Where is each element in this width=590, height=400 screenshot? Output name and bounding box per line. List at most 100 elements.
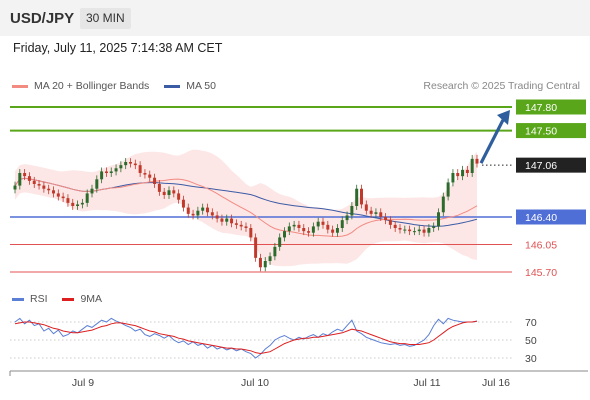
candle bbox=[32, 180, 36, 184]
candle bbox=[302, 228, 306, 232]
level-label-146.05: 146.05 bbox=[525, 240, 557, 252]
candle bbox=[95, 179, 99, 189]
candle bbox=[475, 158, 479, 164]
rsi-line bbox=[14, 317, 478, 359]
candle bbox=[393, 224, 397, 228]
candle bbox=[109, 171, 113, 173]
price-legend: MA 20 + Bollinger Bands MA 50 bbox=[12, 80, 228, 92]
candle bbox=[85, 193, 89, 203]
x-tick-label: Jul 9 bbox=[72, 377, 94, 389]
candle bbox=[148, 174, 152, 178]
candle bbox=[412, 231, 416, 233]
level-box-147.50 bbox=[516, 123, 586, 139]
candle bbox=[287, 226, 291, 232]
candle bbox=[345, 215, 349, 221]
x-tick-label: Jul 16 bbox=[482, 377, 510, 389]
candle bbox=[119, 165, 123, 169]
candle bbox=[215, 215, 219, 219]
symbol-label: USD/JPY bbox=[10, 10, 75, 27]
candle bbox=[364, 204, 368, 211]
candle bbox=[432, 226, 436, 228]
candle bbox=[27, 176, 31, 181]
candle bbox=[80, 202, 84, 205]
ma50-swatch bbox=[164, 84, 181, 88]
candle bbox=[104, 171, 108, 173]
candle bbox=[268, 256, 272, 261]
candle bbox=[234, 223, 238, 225]
candle bbox=[61, 196, 65, 199]
candle bbox=[254, 237, 258, 258]
rsi-swatch bbox=[12, 297, 24, 301]
candle bbox=[451, 173, 455, 183]
candle bbox=[465, 169, 469, 173]
candle bbox=[273, 246, 277, 257]
candle bbox=[258, 257, 262, 268]
legend-item-ma20: MA 20 + Bollinger Bands bbox=[12, 80, 149, 92]
candle bbox=[249, 228, 253, 238]
legend-label-rsi: RSI bbox=[30, 293, 48, 305]
candle bbox=[37, 184, 41, 186]
candle bbox=[138, 165, 142, 173]
candle bbox=[114, 168, 118, 172]
candle bbox=[230, 218, 234, 224]
candle bbox=[196, 210, 200, 216]
candle bbox=[278, 237, 282, 247]
candle bbox=[384, 217, 388, 221]
rsi-tick-30: 30 bbox=[525, 353, 537, 365]
candle bbox=[417, 229, 421, 232]
candle bbox=[66, 198, 70, 203]
candle bbox=[124, 162, 128, 166]
candle bbox=[181, 199, 185, 208]
candle bbox=[186, 207, 190, 214]
level-label-145.70: 145.70 bbox=[525, 267, 557, 279]
level-label-147.06: 147.06 bbox=[525, 160, 557, 172]
candle bbox=[379, 212, 383, 217]
level-box-147.80 bbox=[516, 99, 586, 115]
legend-item-ma50: MA 50 bbox=[164, 80, 216, 92]
timeframe-badge[interactable]: 30 MIN bbox=[80, 8, 131, 29]
legend-item-rsi: RSI bbox=[12, 293, 48, 305]
candle bbox=[456, 173, 460, 177]
level-box-146.40 bbox=[516, 209, 586, 225]
candle bbox=[263, 261, 267, 268]
title-bar: USD/JPY 30 MIN bbox=[0, 0, 590, 36]
candle bbox=[244, 226, 248, 228]
candle bbox=[422, 229, 426, 233]
legend-item-9ma: 9MA bbox=[62, 293, 102, 305]
level-label-147.80: 147.80 bbox=[525, 102, 557, 114]
candle bbox=[408, 229, 412, 232]
x-tick-label: Jul 10 bbox=[241, 377, 269, 389]
candle bbox=[167, 190, 171, 195]
candle bbox=[441, 196, 445, 213]
candle bbox=[71, 202, 75, 206]
candle bbox=[360, 188, 363, 205]
candle bbox=[177, 193, 181, 200]
candle bbox=[191, 213, 195, 216]
candle bbox=[90, 188, 94, 194]
candle bbox=[225, 218, 229, 222]
candle bbox=[398, 228, 402, 230]
candle bbox=[143, 173, 147, 175]
candle bbox=[56, 193, 60, 197]
candle bbox=[13, 185, 17, 190]
candle bbox=[369, 210, 373, 214]
rsi-tick-70: 70 bbox=[525, 317, 537, 329]
level-box-147.06 bbox=[516, 157, 586, 173]
legend-label-ma20: MA 20 + Bollinger Bands bbox=[34, 80, 150, 92]
candle bbox=[437, 212, 440, 227]
candle bbox=[23, 173, 27, 177]
legend-label-9ma: 9MA bbox=[80, 293, 103, 305]
target-arrow-head bbox=[497, 110, 510, 125]
candle bbox=[470, 158, 474, 173]
candle bbox=[388, 220, 392, 225]
candle bbox=[129, 162, 132, 164]
candle bbox=[157, 184, 161, 192]
candle bbox=[47, 188, 51, 191]
datetime-label: Friday, July 11, 2025 7:14:38 AM CET bbox=[13, 41, 223, 55]
candle bbox=[210, 212, 214, 216]
candle bbox=[350, 206, 354, 216]
candle bbox=[316, 221, 320, 227]
candle bbox=[76, 204, 80, 206]
candle bbox=[239, 224, 243, 227]
